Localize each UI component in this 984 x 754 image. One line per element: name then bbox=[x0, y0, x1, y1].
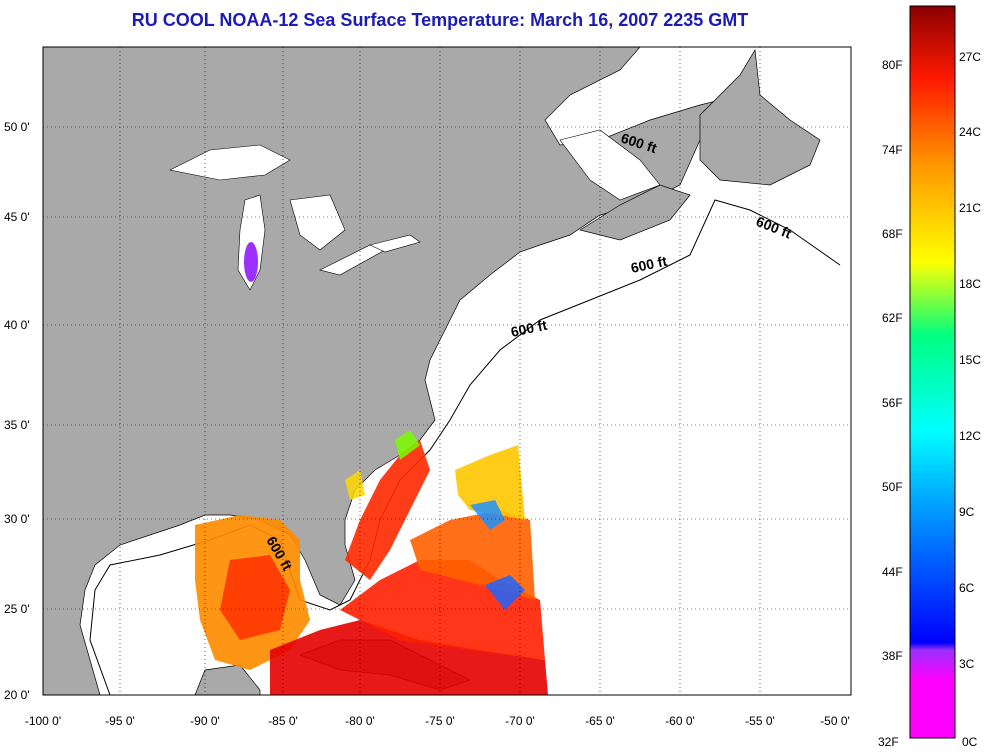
land-nova-scotia bbox=[579, 184, 691, 241]
lat-label-35: 35 0' bbox=[4, 418, 30, 432]
lat-label-50: 50 0' bbox=[4, 120, 30, 134]
cb-f-68: 68F bbox=[882, 227, 903, 241]
cb-f-38: 38F bbox=[882, 649, 903, 663]
lake-superior bbox=[169, 144, 291, 181]
sst-cold-patch bbox=[470, 500, 505, 530]
land-newfoundland bbox=[699, 48, 821, 186]
cb-f-50: 50F bbox=[882, 480, 903, 494]
lat-label-25: 25 0' bbox=[4, 602, 30, 616]
cb-c-9: 9C bbox=[959, 505, 975, 519]
lat-label-20: 20 0' bbox=[4, 688, 30, 702]
cb-c-21: 21C bbox=[959, 201, 981, 215]
cb-c-18: 18C bbox=[959, 277, 981, 291]
lon-label-85: -85 0' bbox=[268, 714, 298, 728]
cb-f-44: 44F bbox=[882, 565, 903, 579]
contour-label-4: 600 ft bbox=[509, 317, 548, 340]
lake-huron bbox=[289, 194, 346, 251]
lake-michigan-sst bbox=[244, 242, 258, 282]
sst-caribbean bbox=[270, 620, 548, 695]
map-title: RU COOL NOAA-12 Sea Surface Temperature:… bbox=[131, 10, 749, 30]
lat-label-30: 30 0' bbox=[4, 512, 30, 526]
lon-label-65: -65 0' bbox=[585, 714, 615, 728]
cb-c-12: 12C bbox=[959, 429, 981, 443]
contour-label-3: 600 ft bbox=[629, 253, 668, 276]
cb-c-0: 0C bbox=[962, 735, 978, 749]
cb-f-80: 80F bbox=[882, 58, 903, 72]
sst-coastal-cool bbox=[395, 430, 420, 460]
land-yucatan bbox=[194, 664, 261, 695]
cb-c-24: 24C bbox=[959, 125, 981, 139]
cb-c-15: 15C bbox=[959, 353, 981, 367]
gulf-of-st-lawrence bbox=[559, 129, 661, 201]
sst-atlantic-north bbox=[455, 445, 525, 520]
sst-gulf-warm bbox=[220, 555, 290, 640]
lat-label-40: 40 0' bbox=[4, 318, 30, 332]
lon-label-90: -90 0' bbox=[190, 714, 220, 728]
lon-label-60: -60 0' bbox=[665, 714, 695, 728]
sst-cold-patch-2 bbox=[485, 575, 525, 610]
sst-gulf-stream bbox=[345, 440, 430, 580]
cb-f-32: 32F bbox=[878, 735, 899, 749]
cb-c-27: 27C bbox=[959, 50, 981, 64]
lake-ontario bbox=[369, 234, 421, 253]
lon-label-100: -100 0' bbox=[25, 714, 61, 728]
lon-label-95: -95 0' bbox=[105, 714, 135, 728]
lon-label-80: -80 0' bbox=[345, 714, 375, 728]
land-north-america bbox=[43, 47, 721, 695]
graticule bbox=[43, 47, 851, 695]
colorbar bbox=[909, 5, 956, 739]
lon-label-70: -70 0' bbox=[505, 714, 535, 728]
cb-f-62: 62F bbox=[882, 311, 903, 325]
lon-label-55: -55 0' bbox=[745, 714, 775, 728]
lat-label-45: 45 0' bbox=[4, 210, 30, 224]
lon-label-75: -75 0' bbox=[425, 714, 455, 728]
cb-c-6: 6C bbox=[959, 581, 975, 595]
sst-coastal-cool-2 bbox=[345, 470, 365, 500]
lon-label-50: -50 0' bbox=[820, 714, 850, 728]
cb-f-74: 74F bbox=[882, 143, 903, 157]
cb-f-56: 56F bbox=[882, 396, 903, 410]
cb-c-3: 3C bbox=[959, 657, 975, 671]
